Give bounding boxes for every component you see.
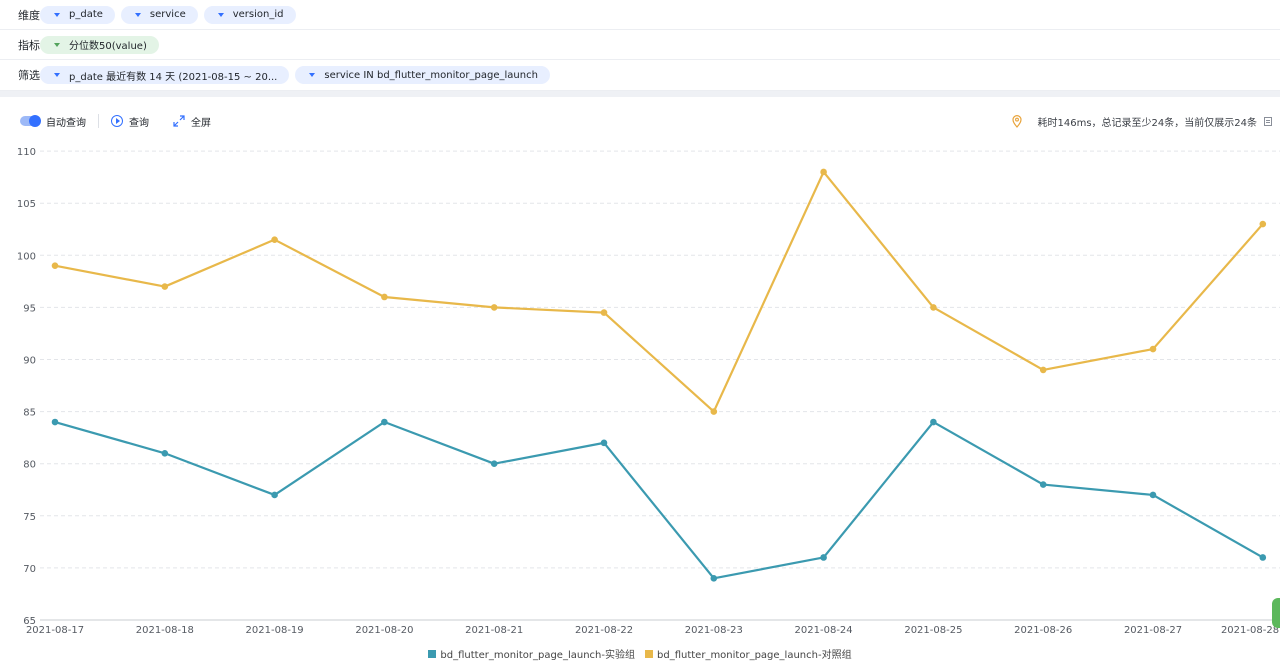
location-pin-icon[interactable] [1011, 114, 1022, 128]
data-point[interactable] [1039, 481, 1047, 488]
line-chart: 65 70 75 80 85 90 95 100 105 110 2021-08-17 2021-08… [17, 147, 1280, 636]
metric-label: 指标 [18, 38, 40, 52]
x-tick-label: 2021-08-24 [795, 625, 853, 636]
query-status-text: 耗时146ms，总记录至少24条，当前仅展示24条 [1037, 117, 1258, 129]
metric-row: 指标 分位数50(value) [0, 30, 1280, 60]
data-point[interactable] [930, 304, 937, 311]
data-point[interactable] [1149, 345, 1157, 353]
y-tick-label: 75 [23, 512, 36, 523]
data-point[interactable] [51, 262, 59, 270]
data-point[interactable] [820, 554, 827, 561]
data-point[interactable] [161, 449, 169, 457]
x-tick-label: 2021-08-26 [1014, 625, 1072, 636]
x-tick-label: 2021-08-21 [465, 625, 523, 636]
x-tick-label: 2021-08-28 [1221, 625, 1279, 636]
data-point[interactable] [820, 168, 827, 176]
caret-down-icon [54, 42, 60, 47]
chart-toolbar: 自动查询 查询 全屏 耗时146ms，总记录至少24条，当前仅展示24条 [0, 110, 1280, 132]
toolbar-separator [98, 114, 99, 128]
data-point[interactable] [490, 460, 498, 468]
x-tick-label: 2021-08-20 [355, 625, 413, 636]
metric-pill-median[interactable]: 分位数50(value) [40, 35, 159, 54]
chart-legend: bd_flutter_monitor_page_launch-实验组 bd_fl… [0, 646, 1280, 661]
x-tick-label: 2021-08-27 [1124, 625, 1182, 636]
data-point[interactable] [381, 418, 388, 426]
legend-swatch [428, 649, 437, 658]
section-divider [0, 91, 1280, 97]
y-tick-label: 95 [23, 303, 36, 314]
data-point[interactable] [1259, 554, 1267, 561]
expand-icon [173, 115, 185, 127]
data-point[interactable] [600, 439, 608, 447]
caret-down-icon [54, 12, 60, 17]
caret-down-icon [309, 73, 316, 77]
y-tick-label: 105 [17, 199, 36, 210]
y-tick-label: 65 [23, 616, 36, 627]
dimension-pill-version-id[interactable]: version_id [203, 5, 296, 24]
y-tick-label: 70 [23, 564, 36, 575]
toggle-switch-icon [20, 115, 41, 127]
dimension-label: 维度 [18, 8, 40, 22]
caret-down-icon [54, 73, 60, 77]
caret-down-icon [134, 12, 141, 17]
legend-item-experiment[interactable]: bd_flutter_monitor_page_launch-实验组 [428, 646, 635, 661]
x-tick-label: 2021-08-25 [904, 625, 962, 636]
data-point[interactable] [1259, 220, 1267, 228]
legend-item-control[interactable]: bd_flutter_monitor_page_launch-对照组 [645, 646, 852, 661]
y-tick-label: 100 [17, 251, 36, 262]
data-point[interactable] [490, 304, 498, 311]
x-tick-label: 2021-08-19 [246, 625, 304, 636]
data-point[interactable] [381, 293, 388, 301]
fullscreen-button[interactable]: 全屏 [173, 114, 211, 129]
x-tick-label: 2021-08-18 [136, 625, 194, 636]
data-point[interactable] [710, 408, 718, 415]
data-point[interactable] [271, 236, 278, 243]
auto-query-toggle[interactable]: 自动查询 [20, 114, 86, 129]
dimension-pill-p-date[interactable]: p_date [40, 5, 115, 24]
query-status: 耗时146ms，总记录至少24条，当前仅展示24条 [1011, 114, 1272, 129]
x-tick-label: 2021-08-22 [575, 625, 633, 636]
series-line-experiment [54, 420, 1264, 580]
query-button[interactable]: 查询 [111, 114, 149, 129]
x-tick-label: 2021-08-23 [685, 625, 743, 636]
y-tick-label: 110 [17, 147, 36, 158]
filter-pill-service[interactable]: service IN bd_flutter_monitor_page_launc… [295, 66, 550, 84]
data-point[interactable] [1149, 491, 1157, 499]
filter-pill-p-date[interactable]: p_date 最近有数 14 天 (2021-08-15 ~ 20... [40, 66, 290, 84]
feedback-side-tab[interactable] [1272, 598, 1280, 628]
y-tick-label: 85 [23, 408, 36, 419]
data-point[interactable] [710, 575, 718, 582]
data-point[interactable] [161, 283, 169, 290]
legend-swatch [645, 649, 653, 658]
y-tick-label: 80 [23, 460, 36, 471]
document-icon[interactable] [1264, 116, 1272, 126]
filter-row: 筛选 p_date 最近有数 14 天 (2021-08-15 ~ 20... … [0, 60, 1280, 91]
data-point[interactable] [600, 309, 608, 316]
data-point[interactable] [271, 491, 278, 499]
dimension-pill-service[interactable]: service [120, 5, 198, 24]
series-line-control [54, 170, 1264, 413]
play-icon [111, 115, 123, 127]
dimension-row: 维度 p_date service version_id [0, 0, 1280, 30]
data-point[interactable] [51, 418, 59, 426]
y-tick-label: 90 [23, 356, 36, 367]
data-point[interactable] [930, 418, 937, 426]
data-point[interactable] [1039, 366, 1047, 374]
x-tick-label: 2021-08-17 [26, 625, 84, 636]
filter-label: 筛选 [18, 69, 40, 82]
caret-down-icon [217, 12, 224, 17]
